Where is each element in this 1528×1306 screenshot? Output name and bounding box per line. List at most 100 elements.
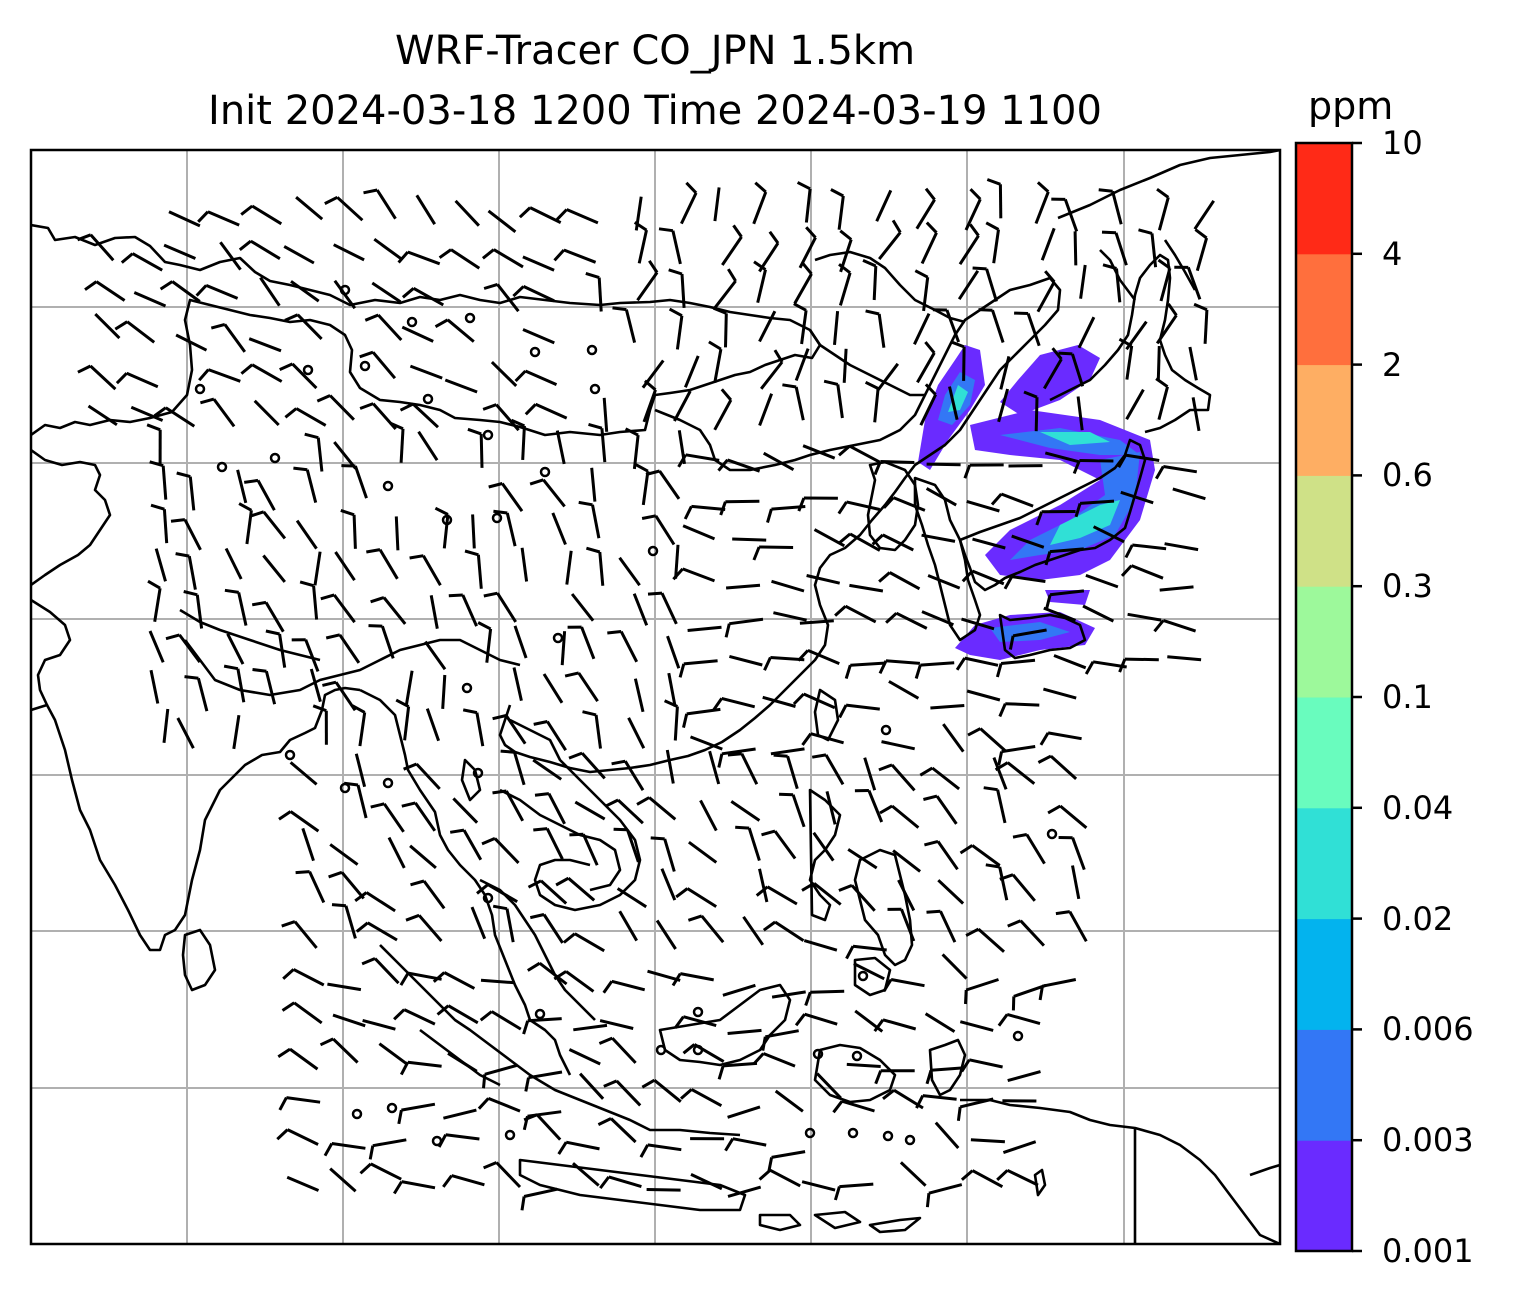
wind-barb	[236, 668, 246, 703]
wind-barb-flag	[1055, 910, 1071, 916]
wind-barb	[574, 800, 606, 821]
wind-barb-flag	[682, 1043, 696, 1055]
wind-barb-flag	[529, 913, 545, 920]
wind-barb	[762, 451, 795, 472]
wind-barb	[1124, 657, 1159, 662]
wind-barb	[798, 236, 817, 269]
wind-barb	[501, 482, 524, 512]
calm-marker	[269, 452, 281, 464]
wind-barb-flag	[370, 802, 385, 809]
wind-barb-flag	[442, 1174, 453, 1188]
wind-barb-flag	[524, 1077, 530, 1092]
wind-barb	[660, 592, 678, 625]
wind-barb-flag	[1058, 351, 1073, 356]
wind-barb	[921, 610, 954, 627]
wind-barb	[915, 198, 936, 230]
wind-barb	[1019, 919, 1045, 947]
wind-barb	[939, 910, 957, 943]
wind-barb	[1159, 267, 1172, 302]
wind-barb	[919, 393, 937, 426]
wind-barb	[801, 1180, 836, 1192]
wind-barb	[570, 593, 595, 622]
wind-barb	[680, 972, 714, 982]
wind-barb	[283, 245, 315, 265]
wind-barb	[1006, 761, 1036, 785]
wind-barb	[615, 1079, 642, 1107]
wind-barb	[362, 1018, 396, 1031]
wind-barb-flag	[671, 972, 682, 987]
wind-barb	[308, 870, 326, 904]
wind-barb-flag	[224, 588, 239, 594]
wind-barb	[171, 280, 201, 303]
wind-barb	[574, 932, 605, 953]
colorbar-tick-label: 0.02	[1382, 899, 1454, 938]
wind-barb	[401, 325, 434, 343]
wind-barb-flag	[762, 920, 776, 932]
wind-barb-flag	[512, 285, 525, 298]
wind-barb	[844, 604, 877, 624]
wind-barb	[471, 514, 476, 549]
wind-barb-flag	[643, 379, 657, 392]
wind-barb-flag	[520, 1196, 526, 1211]
wind-barb	[966, 689, 1001, 702]
wind-barb	[608, 1175, 642, 1189]
wind-barb-flag	[522, 1020, 530, 1035]
wind-barb	[1013, 983, 1047, 998]
wind-barb-flag	[950, 340, 965, 349]
wind-barb	[578, 1072, 605, 1100]
wind-barb-flag	[240, 363, 254, 375]
wind-barb	[523, 1187, 558, 1198]
wind-barb	[1006, 1012, 1041, 1026]
wind-barb-flag	[493, 509, 508, 515]
wind-barb-flag	[464, 549, 479, 557]
wind-barb-flag	[588, 422, 603, 430]
wind-barb-flag	[210, 322, 226, 330]
wind-barb-flag	[555, 876, 570, 887]
wind-barb	[153, 587, 162, 623]
wind-barb-flag	[562, 932, 576, 944]
wind-barb	[839, 1182, 874, 1189]
wind-barb	[512, 667, 523, 702]
wind-barb	[836, 384, 844, 419]
wind-barb	[446, 318, 475, 343]
wind-barb	[417, 430, 439, 462]
wind-barb	[1162, 618, 1197, 633]
wind-barb-flag	[801, 882, 815, 892]
wind-barb-flag	[1037, 754, 1052, 764]
wind-barb-flag	[924, 187, 936, 201]
wind-barb	[1157, 386, 1169, 420]
wind-barb-flag	[1047, 804, 1062, 815]
wind-barb	[94, 313, 121, 340]
wind-barb-flag	[924, 383, 937, 396]
wind-barb	[1071, 865, 1081, 900]
wind-barb	[617, 798, 644, 825]
wind-barb	[542, 673, 564, 704]
wind-barb-flag	[395, 698, 410, 708]
wind-barb	[913, 312, 931, 345]
wind-barb-flag	[986, 178, 1001, 186]
wind-barb-flag	[891, 219, 902, 234]
wind-barb	[673, 390, 692, 422]
calm-marker	[534, 1008, 546, 1020]
wind-barb	[633, 678, 645, 713]
wind-barb-flag	[837, 501, 848, 515]
wind-barb-flag	[717, 1065, 725, 1080]
wind-barb-flag	[754, 181, 767, 194]
wind-barb	[900, 908, 916, 942]
wind-barb	[304, 639, 320, 672]
wind-barb	[1011, 575, 1046, 583]
wind-barb	[253, 399, 280, 427]
wind-barb-flag	[924, 341, 936, 354]
wind-barb	[685, 453, 720, 462]
wind-barb	[1047, 731, 1082, 741]
wind-barb	[1043, 687, 1077, 700]
wind-barb	[636, 271, 659, 302]
wind-barb-flag	[481, 837, 496, 846]
wind-barb	[353, 465, 368, 499]
wind-barb-flag	[533, 720, 548, 726]
wind-barb	[293, 1001, 323, 1025]
wind-barb	[236, 469, 248, 504]
calm-marker	[552, 632, 564, 644]
wind-barb	[920, 232, 938, 265]
wind-barb-flag	[527, 879, 542, 889]
